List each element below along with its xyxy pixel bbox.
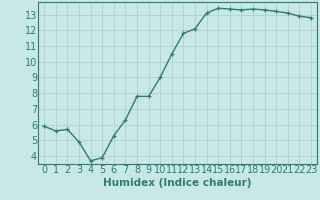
X-axis label: Humidex (Indice chaleur): Humidex (Indice chaleur) xyxy=(103,178,252,188)
